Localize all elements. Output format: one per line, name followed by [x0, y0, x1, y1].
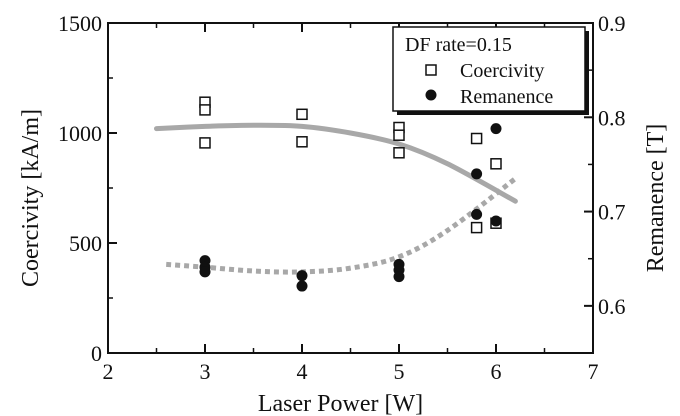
- remanence-point: [296, 280, 308, 292]
- coercivity-point: [393, 129, 405, 141]
- y-right-tick-label: 0.6: [598, 294, 626, 319]
- coercivity-point: [470, 132, 483, 145]
- y-axis-right: 0.6 0.7 0.8 0.9 Remanence [T]: [584, 11, 669, 319]
- x-tick-label: 2: [103, 359, 114, 384]
- x-tick-label: 3: [200, 359, 211, 384]
- coercivity-point: [296, 136, 308, 148]
- x-tick-label: 5: [394, 359, 405, 384]
- coercivity-point: [490, 158, 502, 170]
- legend-box: [392, 26, 586, 112]
- y-axis-left: 0 500 1000 1500 Coercivity [kA/m]: [18, 11, 117, 366]
- legend-title: DF rate=0.15: [405, 34, 512, 56]
- y-left-tick-label: 0: [91, 341, 102, 366]
- series-remanence: [199, 123, 502, 292]
- remanence-point: [296, 270, 308, 282]
- coercivity-point: [199, 137, 211, 149]
- legend-label-remanence: Remanence: [460, 86, 553, 108]
- y-right-tick-label: 0.8: [598, 105, 626, 130]
- series-coercivity: [199, 96, 502, 234]
- remanence-point: [199, 266, 211, 278]
- x-tick-label: 4: [297, 359, 308, 384]
- trend-line-coercivity: [154, 122, 518, 204]
- y-right-tick-label: 0.7: [598, 200, 626, 225]
- y-left-tick-label: 1000: [58, 121, 102, 146]
- legend-square-marker: [425, 64, 437, 76]
- chart-root: 2 3 4 5 6 7 Laser Power [W] 0 500 1000 1500 Coerciv…: [18, 11, 669, 416]
- remanence-point: [471, 208, 483, 220]
- coercivity-point: [470, 221, 483, 234]
- remanence-point: [471, 168, 483, 180]
- remanence-point: [490, 123, 502, 135]
- legend-circle-marker: [425, 89, 437, 101]
- x-tick-label: 6: [491, 359, 502, 384]
- coercivity-point: [296, 108, 308, 121]
- legend: DF rate=0.15 Coercivity Remanence: [392, 26, 589, 115]
- y-left-tick-label: 500: [69, 231, 102, 256]
- legend-label-coercivity: Coercivity: [460, 60, 544, 82]
- y-axis-right-label: Remanence [T]: [643, 124, 669, 273]
- x-axis-label: Laser Power [W]: [258, 391, 423, 416]
- remanence-point: [393, 271, 405, 283]
- y-left-tick-label: 1500: [58, 11, 102, 36]
- remanence-point: [490, 215, 502, 227]
- coercivity-point: [199, 104, 211, 116]
- y-right-tick-label: 0.9: [598, 11, 626, 36]
- y-axis-left-label: Coercivity [kA/m]: [18, 109, 44, 287]
- trend-line-remanence: [166, 176, 517, 275]
- data-points: [199, 96, 502, 292]
- coercivity-point: [393, 147, 405, 159]
- x-axis: 2 3 4 5 6 7 Laser Power [W]: [103, 23, 599, 416]
- x-tick-label: 7: [588, 359, 599, 384]
- trend-lines: [154, 122, 518, 275]
